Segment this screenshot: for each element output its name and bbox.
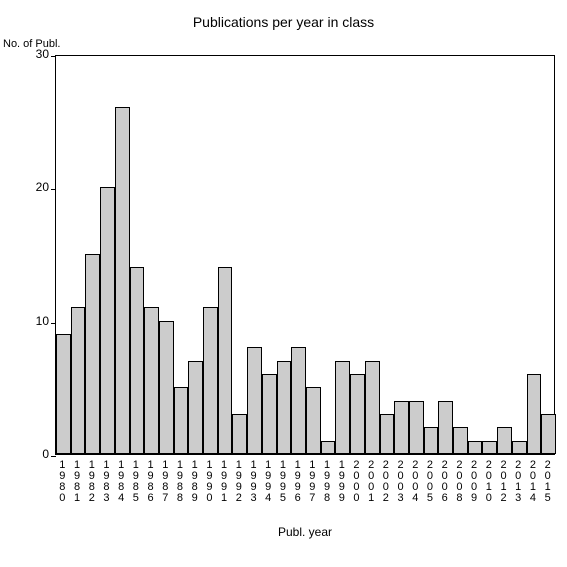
- bar: [232, 414, 247, 454]
- bar: [335, 361, 350, 454]
- bar: [365, 361, 380, 454]
- xtick-label: 2004: [408, 460, 423, 504]
- xtick-label: 1982: [84, 460, 99, 504]
- bar: [527, 374, 542, 454]
- xtick-label: 2003: [393, 460, 408, 504]
- bar: [56, 334, 71, 454]
- xtick-label: 2012: [496, 460, 511, 504]
- xtick-label: 1988: [173, 460, 188, 504]
- xtick-label: 1984: [114, 460, 129, 504]
- bar: [100, 187, 115, 454]
- bar: [453, 427, 468, 454]
- bar: [350, 374, 365, 454]
- bar: [541, 414, 556, 454]
- bar: [262, 374, 277, 454]
- bar: [438, 401, 453, 454]
- xtick-label: 2008: [452, 460, 467, 504]
- ytick: [51, 323, 56, 324]
- xtick-label: 1996: [290, 460, 305, 504]
- ytick: [51, 189, 56, 190]
- bar: [424, 427, 439, 454]
- xtick-label: 2005: [423, 460, 438, 504]
- bar: [277, 361, 292, 454]
- bar: [188, 361, 203, 454]
- xtick-label: 1994: [261, 460, 276, 504]
- xtick-label: 2014: [526, 460, 541, 504]
- xtick-label: 1986: [143, 460, 158, 504]
- xtick-label: 2010: [481, 460, 496, 504]
- xtick-label: 1980: [55, 460, 70, 504]
- bar: [380, 414, 395, 454]
- bar: [115, 107, 130, 454]
- xtick-label: 2013: [511, 460, 526, 504]
- bar: [85, 254, 100, 454]
- bar: [203, 307, 218, 454]
- bar: [394, 401, 409, 454]
- bar: [291, 347, 306, 454]
- ytick-label: 30: [25, 47, 49, 61]
- xtick-label: 2009: [467, 460, 482, 504]
- xtick-label: 2000: [349, 460, 364, 504]
- ytick-label: 10: [25, 314, 49, 328]
- bar: [174, 387, 189, 454]
- xtick-label: 1997: [305, 460, 320, 504]
- xtick-label: 1990: [202, 460, 217, 504]
- bar: [247, 347, 262, 454]
- xtick-label: 2001: [364, 460, 379, 504]
- plot-area: [55, 55, 555, 455]
- bar: [482, 441, 497, 454]
- ytick-label: 0: [25, 447, 49, 461]
- xtick-label: 1998: [320, 460, 335, 504]
- xtick-label: 2015: [540, 460, 555, 504]
- chart-container: Publications per year in class No. of Pu…: [0, 0, 567, 567]
- bar: [321, 441, 336, 454]
- bar: [497, 427, 512, 454]
- chart-title: Publications per year in class: [0, 14, 567, 30]
- bar: [159, 321, 174, 454]
- xtick-label: 1992: [231, 460, 246, 504]
- bar: [71, 307, 86, 454]
- bar: [512, 441, 527, 454]
- bar: [218, 267, 233, 454]
- bar: [409, 401, 424, 454]
- xtick-label: 1981: [70, 460, 85, 504]
- xtick-label: 1995: [276, 460, 291, 504]
- xtick-label: 1987: [158, 460, 173, 504]
- xtick-label: 1993: [246, 460, 261, 504]
- xtick-label: 2006: [437, 460, 452, 504]
- ytick: [51, 56, 56, 57]
- xtick-label: 1991: [217, 460, 232, 504]
- xtick-label: 2002: [379, 460, 394, 504]
- xtick-label: 1985: [129, 460, 144, 504]
- bar: [130, 267, 145, 454]
- ytick: [51, 456, 56, 457]
- bar: [144, 307, 159, 454]
- x-axis-title: Publ. year: [55, 525, 555, 539]
- bar: [468, 441, 483, 454]
- bar: [306, 387, 321, 454]
- xtick-label: 1989: [187, 460, 202, 504]
- xtick-label: 1999: [334, 460, 349, 504]
- ytick-label: 20: [25, 180, 49, 194]
- xtick-label: 1983: [99, 460, 114, 504]
